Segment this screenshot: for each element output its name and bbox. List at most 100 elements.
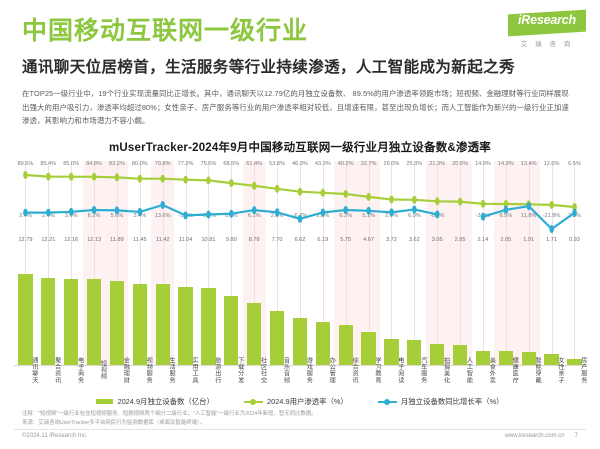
grid-column: [311, 161, 334, 367]
value-label: 32.7%: [360, 161, 377, 168]
grid-column: [197, 161, 220, 367]
growth-point: [366, 206, 371, 215]
grid-line: [551, 161, 553, 367]
value-label: 43.3%: [314, 161, 331, 168]
value-label: 11.45: [133, 237, 147, 244]
value-label: 6.5%: [499, 213, 513, 220]
summary-paragraph: 在TOP25一级行业中，19个行业实现流量同比正增长。其中，通讯聊天以12.79…: [22, 89, 569, 126]
grid-column: [334, 161, 357, 367]
bar-column: [403, 274, 426, 367]
chart-notes: 注释："短视频"一级行业包含短视频服务、短剧视频两个细分二级行业；"人工智能"一…: [22, 410, 578, 429]
growth-point: [137, 207, 143, 216]
x-axis-label: 学习教育: [374, 356, 381, 384]
penetration-point: [480, 199, 486, 208]
x-axis-label: 生活服务: [168, 356, 176, 384]
x-label-cell: 电子商务: [60, 351, 84, 389]
growth-point: [480, 212, 486, 221]
bar: [64, 278, 79, 367]
x-axis-label: 综合资讯: [351, 356, 359, 384]
bar: [430, 344, 445, 367]
grid-line: [505, 161, 507, 367]
bar-column: [83, 274, 106, 367]
bar-column: [357, 274, 380, 367]
bar-column: [243, 274, 266, 367]
legend-item[interactable]: 月独立设备数同比增长率（%）: [377, 396, 504, 407]
value-label: 75.6%: [200, 161, 217, 168]
value-label: 13.6%: [154, 213, 171, 220]
value-label: 10.81: [201, 237, 216, 244]
x-axis-label: 音乐音频: [282, 356, 290, 384]
growth-point: [503, 205, 509, 214]
x-label-cell: 旅游出行: [197, 351, 221, 389]
growth-point: [549, 225, 554, 234]
penetration-point: [572, 203, 577, 212]
value-label: 2.14: [477, 237, 489, 244]
grid-line: [574, 161, 576, 367]
value-label: 83.2%: [109, 161, 125, 168]
note-line-2: 来源：艾瑞咨询UserTracker多平台网民行为监测数据库（桌面及智能终端）。: [22, 420, 206, 427]
x-axis-label: 健康医疗: [511, 356, 519, 384]
grid-line: [139, 161, 141, 367]
value-label: 7.70: [271, 237, 283, 244]
legend-item[interactable]: 2024.9月独立设备数（亿台）: [96, 396, 214, 407]
bar-column: [220, 274, 243, 367]
bar: [315, 321, 330, 367]
x-label-cell: 人工智能: [449, 351, 473, 389]
x-label-cell: 汽车服务: [403, 351, 427, 389]
legend-item[interactable]: 2024.9用户渗透率（%）: [243, 396, 348, 407]
logo-text: iResearch: [518, 13, 576, 27]
value-label: 20.6%: [452, 161, 468, 168]
footer-copyright: ©2024.11 iResearch Inc.: [22, 433, 88, 439]
page-footer: ©2024.11 iResearch Inc. www.iresearch.co…: [22, 433, 578, 439]
bar: [132, 283, 147, 367]
bar-column: [60, 274, 83, 367]
value-label: 12.79: [18, 237, 33, 244]
value-label: 3.05: [431, 237, 443, 244]
value-label: 0.93: [568, 237, 580, 244]
bar-column: [426, 274, 449, 367]
bar: [567, 359, 582, 367]
value-label: 3.4%: [133, 213, 147, 220]
penetration-point: [389, 195, 394, 204]
value-label: 80.0%: [131, 161, 148, 168]
x-axis-label: 下载分发: [236, 356, 244, 384]
x-axis-labels: 通讯聊天 聚合资讯 电子商务 短视频 金融理财 视频服务 生活服务 实用工具 旅游出行 下载分发 社…: [14, 351, 587, 389]
growth-point: [572, 208, 577, 217]
value-label: 4.67: [363, 237, 374, 244]
bar-value-labels: 12.79 12.21 12.16 12.13 11.89 11.45 11.42 11.04…: [14, 237, 586, 243]
x-axis-label: 电子商务: [76, 356, 84, 384]
x-label-cell: 短视频: [83, 351, 107, 389]
x-label-cell: 视频服务: [128, 351, 152, 389]
value-label: 11.42: [155, 237, 170, 244]
value-label: 26.0%: [383, 161, 400, 168]
grid-column: [494, 161, 517, 367]
x-label-cell: 电子阅读: [380, 351, 404, 389]
penetration-point: [274, 184, 280, 193]
value-label: 14.9%: [475, 161, 491, 168]
x-axis-label: 女性亲子: [557, 356, 564, 384]
value-label: -21.8%: [542, 213, 561, 220]
footer-divider: [14, 429, 586, 430]
legend-line-swatch: [243, 398, 263, 405]
x-label-cell: 实用工具: [174, 351, 198, 389]
value-label: 6.2%: [87, 213, 101, 220]
growth-point: [160, 201, 166, 210]
bar: [224, 295, 239, 367]
value-label: 3.6%: [64, 213, 78, 220]
penetration-point: [183, 175, 188, 184]
value-label: 2.05: [500, 237, 512, 244]
penetration-point: [91, 172, 97, 181]
bar-column: [289, 274, 312, 367]
x-axis-label: 汽车服务: [419, 356, 427, 384]
logo-subtext: 艾 瑞 咨 询: [520, 41, 574, 48]
growth-point: [526, 202, 532, 211]
bar-column: [266, 274, 289, 367]
growth-point: [251, 206, 257, 215]
value-label: 5.6%: [110, 213, 124, 220]
bar: [475, 350, 491, 367]
x-axis-label: 金融理财: [122, 356, 130, 384]
x-axis-line: [14, 365, 586, 367]
bar: [498, 351, 513, 367]
value-label: 5.1%: [362, 213, 375, 220]
grid-line: [437, 161, 439, 367]
